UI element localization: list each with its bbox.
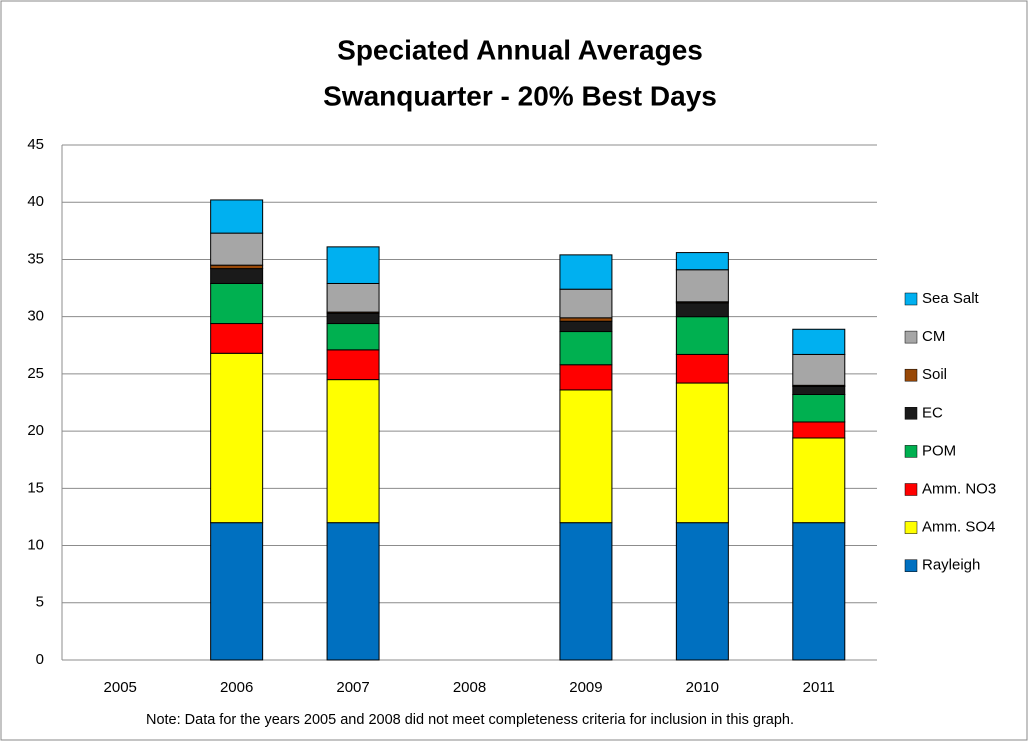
legend-label: EC xyxy=(922,404,943,421)
bar-segment xyxy=(792,437,846,524)
bar-segment xyxy=(792,421,846,439)
bar-segment xyxy=(792,522,846,661)
bar-segment xyxy=(210,232,264,266)
bar-segment xyxy=(326,312,380,325)
bar-segment xyxy=(210,323,264,354)
y-tick-label: 45 xyxy=(27,136,44,153)
y-tick-label: 0 xyxy=(36,651,44,668)
bar-segment xyxy=(675,522,729,661)
y-tick-label: 40 xyxy=(27,193,44,210)
x-tick-label: 2011 xyxy=(803,679,835,696)
bar-segment xyxy=(210,268,264,284)
legend-swatch xyxy=(904,368,918,382)
bar-segment xyxy=(559,317,613,322)
bar-segment xyxy=(675,382,729,524)
bar-segment xyxy=(210,264,264,270)
x-tick-label: 2006 xyxy=(220,679,253,696)
bar-segment xyxy=(559,320,613,333)
bar-segment xyxy=(792,328,846,355)
legend-swatch xyxy=(904,330,918,344)
x-tick-label: 2009 xyxy=(569,679,602,696)
bar-segment xyxy=(210,199,264,234)
bar-segment xyxy=(559,254,613,290)
legend-label: Rayleigh xyxy=(922,557,980,574)
bar-segment xyxy=(210,282,264,325)
bar-segment xyxy=(326,323,380,351)
bar-segment xyxy=(326,246,380,284)
chart-title: Speciated Annual Averages xyxy=(337,34,703,65)
bar-segment xyxy=(675,316,729,355)
bar-segment xyxy=(559,522,613,661)
legend-label: CM xyxy=(922,328,945,345)
legend-label: Amm. SO4 xyxy=(922,519,995,536)
legend-label: Amm. NO3 xyxy=(922,480,996,497)
bar-segment xyxy=(792,393,846,423)
bar-segment xyxy=(675,269,729,303)
bar-segment xyxy=(559,389,613,524)
bar-segment xyxy=(326,522,380,661)
y-tick-label: 10 xyxy=(27,537,44,554)
bar-segment xyxy=(675,353,729,384)
bar-segment xyxy=(559,364,613,391)
bar-segment xyxy=(792,353,846,386)
x-tick-label: 2007 xyxy=(336,679,369,696)
bar-segment xyxy=(559,331,613,366)
legend-swatch xyxy=(904,292,918,306)
bar-segment xyxy=(210,522,264,661)
bar-segment xyxy=(326,282,380,313)
bar-segment xyxy=(792,385,846,395)
legend-label: Sea Salt xyxy=(922,290,980,307)
bar-segment xyxy=(559,288,613,319)
bar-segment xyxy=(326,349,380,381)
y-tick-label: 25 xyxy=(27,365,44,382)
chart-note: Note: Data for the years 2005 and 2008 d… xyxy=(146,712,794,728)
y-tick-label: 15 xyxy=(27,479,44,496)
legend-swatch xyxy=(904,483,918,496)
bar-segment xyxy=(675,252,729,271)
legend-swatch xyxy=(904,559,918,572)
y-tick-label: 20 xyxy=(27,422,44,439)
bar-segment xyxy=(326,379,380,524)
legend-swatch xyxy=(904,521,918,534)
bar-segment xyxy=(210,352,264,524)
legend-swatch xyxy=(904,445,918,458)
bar-segment xyxy=(675,302,729,318)
x-tick-label: 2010 xyxy=(686,679,719,696)
x-tick-label: 2008 xyxy=(453,679,486,696)
chart-subtitle: Swanquarter - 20% Best Days xyxy=(323,80,717,111)
y-tick-label: 5 xyxy=(36,594,44,611)
legend-swatch xyxy=(904,407,918,420)
y-tick-label: 30 xyxy=(27,308,44,325)
legend-label: Soil xyxy=(922,366,947,383)
y-tick-label: 35 xyxy=(27,250,44,267)
x-tick-label: 2005 xyxy=(104,679,137,696)
legend-label: POM xyxy=(922,442,956,459)
